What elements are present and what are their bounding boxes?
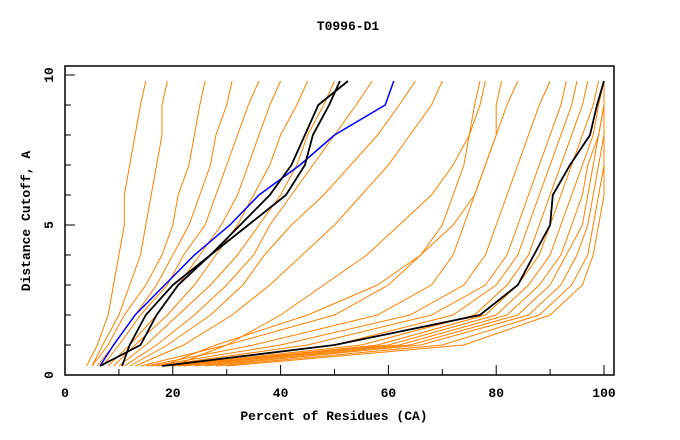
series-reference-2	[99, 80, 349, 367]
series-other-5	[107, 80, 282, 367]
series-other-0	[86, 80, 147, 367]
series-reference-1	[121, 80, 341, 367]
series-other-13	[140, 80, 481, 367]
series-other-11	[172, 80, 486, 367]
x-axis-label: Percent of Residues (CA)	[240, 409, 427, 424]
y-tick-label: 0	[42, 371, 57, 379]
series-other-18	[167, 80, 589, 367]
chart-title: T0996-D1	[317, 19, 380, 34]
series-other-8	[124, 80, 373, 367]
series-other-7	[118, 80, 335, 367]
y-tick-label: 5	[42, 221, 57, 229]
series-other-22	[194, 81, 605, 367]
axes: 0 20 40 60 80 100 0 5 10	[42, 65, 616, 401]
series-other-16	[156, 80, 567, 367]
series-other-20	[178, 80, 605, 367]
y-tick-label: 10	[42, 67, 57, 83]
series-other-17	[161, 80, 578, 367]
x-tick-label: 80	[488, 386, 504, 401]
series-other-15	[151, 80, 551, 367]
series-other-2	[91, 80, 206, 367]
series-other-9	[129, 80, 416, 367]
series-other-10	[134, 80, 443, 367]
series-other-12	[161, 80, 503, 367]
x-tick-label: 100	[592, 386, 616, 401]
series-other-14	[145, 80, 519, 367]
x-tick-label: 0	[61, 386, 69, 401]
series-highlight-0	[99, 80, 395, 367]
series-other-25	[226, 81, 605, 367]
y-axis-label: Distance Cutoff, A	[19, 151, 34, 292]
plot-frame	[64, 65, 615, 376]
series-other-4	[102, 80, 260, 367]
series-reference-0	[161, 80, 605, 367]
series-other-24	[215, 81, 605, 367]
series-other-21	[183, 81, 605, 367]
series-lines	[86, 80, 605, 367]
series-other-1	[91, 80, 168, 367]
x-tick-label: 20	[165, 386, 181, 401]
series-other-3	[96, 80, 233, 367]
x-tick-label: 40	[273, 386, 289, 401]
x-tick-label: 60	[381, 386, 397, 401]
series-other-6	[113, 80, 309, 367]
